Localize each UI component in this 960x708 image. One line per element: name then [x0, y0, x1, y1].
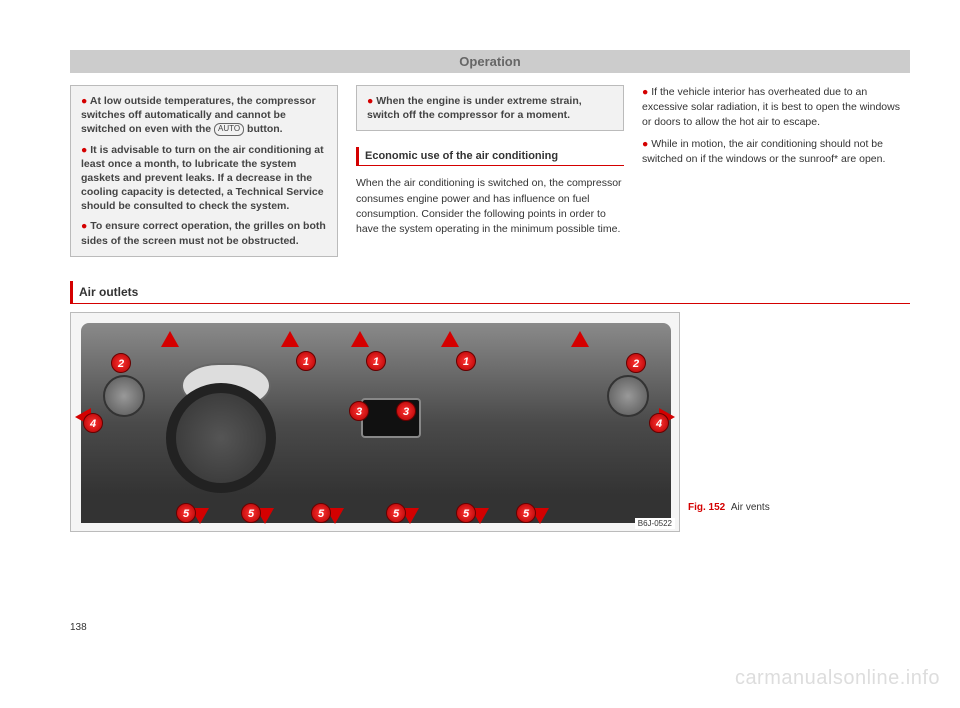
col3-body: ● If the vehicle interior has overheated… — [642, 85, 910, 167]
steering-wheel — [166, 383, 276, 493]
arrow-up-icon — [161, 331, 179, 347]
figure-badge: 5 — [386, 503, 406, 523]
figure-caption: Fig. 152 Air vents — [688, 312, 910, 513]
figure-badge: 1 — [296, 351, 316, 371]
figure-badge: 5 — [456, 503, 476, 523]
figure-badge: 5 — [311, 503, 331, 523]
section-header: Operation — [70, 50, 910, 73]
note1-suffix: button. — [244, 123, 282, 135]
figure-badge: 5 — [176, 503, 196, 523]
figure-badge: 2 — [111, 353, 131, 373]
figure-air-vents: B6J-0522 2 1 1 1 2 4 3 3 4 5 5 5 5 5 5 — [70, 312, 680, 532]
economic-use-title: Economic use of the air conditioning — [356, 147, 624, 166]
note3: To ensure correct operation, the grilles… — [81, 220, 326, 246]
note-box-left: ● At low outside temperatures, the compr… — [70, 85, 338, 257]
figure-badge: 4 — [649, 413, 669, 433]
air-outlets-title: Air outlets — [70, 281, 910, 304]
figure-badge: 1 — [366, 351, 386, 371]
vent-right — [607, 375, 649, 417]
arrow-up-icon — [351, 331, 369, 347]
page-number: 138 — [70, 622, 87, 633]
auto-button-label: AUTO — [214, 123, 244, 136]
arrow-up-icon — [571, 331, 589, 347]
figure-badge: 3 — [396, 401, 416, 421]
col3-b2: While in motion, the air conditioning sh… — [642, 138, 885, 165]
figure-badge: 1 — [456, 351, 476, 371]
note-box-middle: ● When the engine is under extreme strai… — [356, 85, 624, 131]
figure-badge: 5 — [516, 503, 536, 523]
figure-number: Fig. 152 — [688, 502, 725, 513]
image-code: B6J-0522 — [635, 518, 675, 529]
col3-b1: If the vehicle interior has overheated d… — [642, 86, 900, 128]
figure-badge: 4 — [83, 413, 103, 433]
figure-badge: 2 — [626, 353, 646, 373]
note2: It is advisable to turn on the air condi… — [81, 144, 324, 213]
economic-use-paragraph: When the air conditioning is switched on… — [356, 176, 624, 237]
arrow-up-icon — [281, 331, 299, 347]
watermark: carmanualsonline.info — [735, 667, 940, 690]
note-mid: When the engine is under extreme strain,… — [367, 95, 582, 121]
vent-left — [103, 375, 145, 417]
economic-use-body: When the air conditioning is switched on… — [356, 176, 624, 237]
figure-badge: 5 — [241, 503, 261, 523]
arrow-up-icon — [441, 331, 459, 347]
figure-badge: 3 — [349, 401, 369, 421]
figure-text: Air vents — [731, 502, 770, 513]
